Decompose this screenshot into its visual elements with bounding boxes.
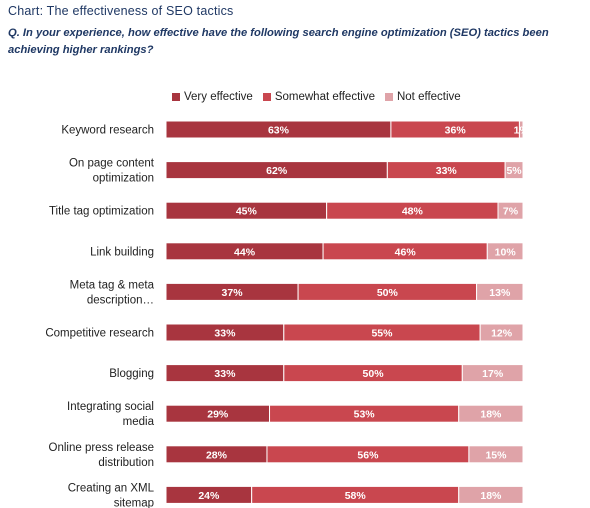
bar-not-effective-row-8	[458, 404, 524, 423]
value-label-somewhat-effective-row-9: 56%	[357, 449, 379, 461]
value-label-somewhat-effective-row-5: 50%	[377, 287, 399, 299]
bar-not-effective-row-9	[468, 445, 524, 464]
category-label-row-9: Online press release distribution	[49, 442, 154, 469]
bar-not-effective-row-4	[486, 242, 524, 261]
category-label-row-4: Link building	[90, 246, 154, 258]
value-label-very-effective-row-1: 63%	[268, 125, 290, 137]
value-label-very-effective-row-8: 29%	[207, 409, 229, 421]
value-label-very-effective-row-6: 33%	[214, 328, 236, 340]
value-label-very-effective-row-3: 45%	[236, 206, 258, 218]
value-label-not-effective-row-9: 15%	[485, 449, 507, 461]
chart-subtitle: Q. In your experience, how effective hav…	[8, 27, 549, 56]
value-label-somewhat-effective-row-6: 55%	[371, 328, 393, 340]
legend-label-somewhat-effective: Somewhat effective	[274, 91, 375, 103]
value-label-very-effective-row-5: 37%	[222, 287, 244, 299]
legend-swatch-very-effective	[172, 93, 180, 101]
bar-not-effective-row-1	[518, 120, 524, 139]
value-label-very-effective-row-10: 24%	[198, 490, 220, 502]
category-label-row-6: Competitive research	[45, 328, 154, 340]
bar-not-effective-row-3	[497, 201, 524, 220]
category-label-row-8: Integrating social media	[67, 401, 155, 428]
category-label-row-7: Blogging	[109, 368, 154, 380]
category-label-row-1: Keyword research	[61, 125, 154, 137]
value-label-somewhat-effective-row-10: 58%	[345, 490, 367, 502]
value-label-not-effective-row-8: 18%	[480, 409, 502, 421]
legend-swatch-somewhat-effective	[262, 93, 271, 101]
bar-not-effective-row-6	[479, 323, 524, 342]
legend-item-not-effective: Not effective	[384, 91, 461, 103]
value-label-not-effective-row-5: 13%	[489, 287, 511, 299]
value-label-somewhat-effective-row-2: 33%	[436, 165, 458, 177]
bar-not-effective-row-7	[461, 364, 524, 383]
bar-not-effective-row-5	[476, 282, 524, 301]
bar-not-effective-row-2	[504, 161, 524, 180]
value-label-somewhat-effective-row-4: 46%	[395, 246, 417, 258]
legend-item-very-effective: Very effective	[172, 91, 253, 103]
legend-label-not-effective: Not effective	[396, 91, 461, 103]
value-label-not-effective-row-6: 12%	[491, 328, 513, 340]
value-label-somewhat-effective-row-7: 50%	[363, 368, 385, 380]
category-label-row-10: Creating an XML sitemap	[68, 482, 155, 508]
value-label-not-effective-row-1: 1%	[514, 125, 530, 137]
value-label-very-effective-row-4: 44%	[234, 246, 256, 258]
category-label-row-2: On page content optimization	[69, 158, 155, 185]
bar-not-effective-row-10	[458, 485, 524, 504]
value-label-very-effective-row-9: 28%	[206, 449, 228, 461]
value-label-not-effective-row-4: 10%	[495, 246, 517, 258]
value-label-very-effective-row-7: 33%	[214, 368, 236, 380]
value-label-not-effective-row-10: 18%	[480, 490, 502, 502]
value-label-very-effective-row-2: 62%	[266, 165, 288, 177]
legend: Very effective Somewhat effective Not ef…	[172, 90, 471, 104]
category-label-row-5: Meta tag & meta description…	[70, 279, 155, 306]
value-label-somewhat-effective-row-8: 53%	[354, 409, 376, 421]
value-label-not-effective-row-7: 17%	[482, 368, 504, 380]
legend-swatch-not-effective	[384, 93, 393, 101]
category-label-row-3: Title tag optimization	[49, 206, 154, 218]
value-label-somewhat-effective-row-3: 48%	[402, 206, 424, 218]
value-label-somewhat-effective-row-1: 36%	[445, 125, 467, 137]
value-label-not-effective-row-2: 5%	[506, 165, 522, 177]
chart-title: Chart: The effectiveness of SEO tactics	[8, 4, 234, 18]
value-label-not-effective-row-3: 7%	[503, 206, 519, 218]
legend-label-very-effective: Very effective	[184, 91, 253, 103]
legend-item-somewhat-effective: Somewhat effective	[262, 91, 375, 103]
